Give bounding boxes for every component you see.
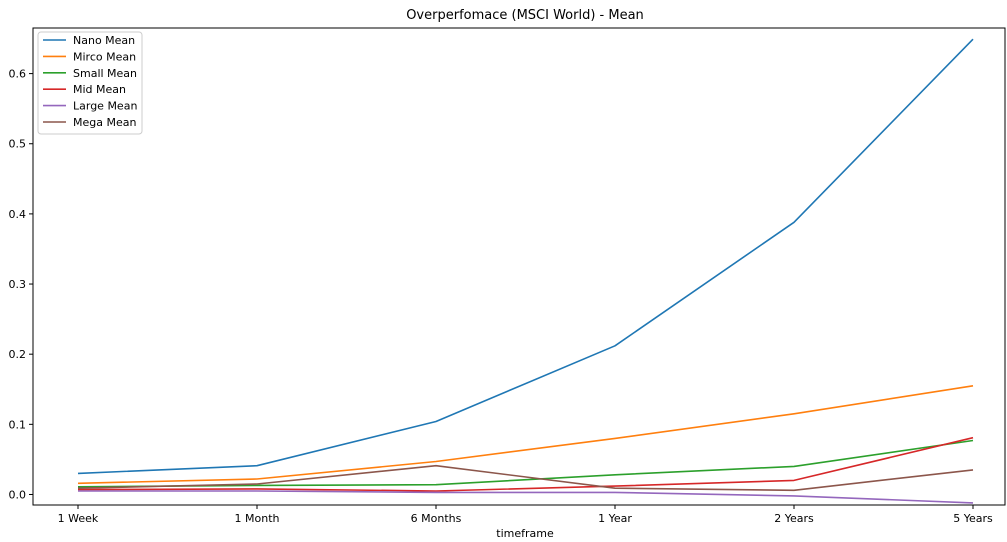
- series-line-mega-mean: [77, 464, 974, 492]
- y-tick-label: 0.3: [9, 278, 27, 291]
- legend: Nano Mean Mirco Mean Small Mean Mid Mean Lar…: [37, 31, 143, 135]
- x-tick-label: 2 Years: [774, 512, 814, 525]
- series-lines: [77, 38, 974, 504]
- x-tick-label: 6 Months: [411, 512, 462, 525]
- y-tick-label: 0.1: [9, 418, 27, 431]
- y-tick-label: 0.0: [9, 488, 27, 501]
- x-tick-label: 1 Month: [235, 512, 280, 525]
- legend-label: Nano Mean: [73, 34, 135, 47]
- legend-box: [37, 31, 143, 135]
- y-tick-label: 0.6: [9, 68, 27, 81]
- legend-label: Mid Mean: [73, 83, 126, 96]
- series-line-small-mean: [77, 439, 974, 488]
- series-line-mid-mean: [77, 436, 974, 492]
- x-axis: 1 Week 1 Month 6 Months 1 Year 2 Years 5 Year…: [58, 505, 993, 525]
- series-line-mirco-mean: [77, 385, 974, 485]
- y-tick-label: 0.5: [9, 138, 27, 151]
- series-line-nano-mean: [77, 38, 974, 475]
- legend-label: Small Mean: [73, 67, 137, 80]
- plot-area-frame: [32, 27, 1006, 506]
- chart-title: Overperfomace (MSCI World) - Mean: [406, 8, 644, 23]
- legend-label: Mirco Mean: [73, 50, 136, 63]
- y-axis: 0.0 0.1 0.2 0.3 0.4 0.5 0.6: [9, 68, 33, 501]
- x-tick-label: 5 Years: [953, 512, 993, 525]
- legend-label: Mega Mean: [73, 116, 136, 129]
- legend-label: Large Mean: [73, 100, 137, 113]
- x-tick-label: 1 Week: [58, 512, 99, 525]
- y-tick-label: 0.4: [9, 208, 27, 221]
- x-axis-label: timeframe: [496, 527, 554, 540]
- x-tick-label: 1 Year: [598, 512, 632, 525]
- series-line-large-mean: [78, 490, 974, 504]
- y-tick-label: 0.2: [9, 348, 27, 361]
